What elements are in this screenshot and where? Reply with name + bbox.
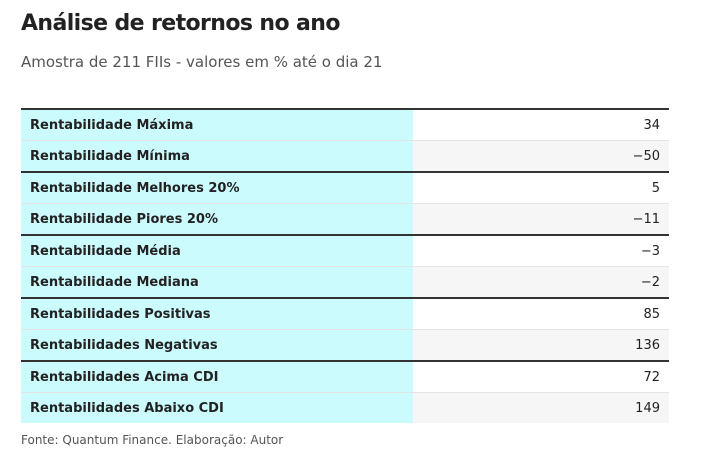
row-value: 85 [643, 306, 660, 322]
row-value: 136 [413, 330, 669, 360]
row-label: Rentabilidade Mínima [21, 141, 413, 171]
row-label: Rentabilidades Acima CDI [21, 362, 413, 392]
table-row: Rentabilidade Média −3 [21, 236, 669, 267]
row-value: −2 [413, 267, 669, 297]
table-row: Rentabilidade Mínima −50 [21, 141, 669, 173]
row-label: Rentabilidade Piores 20% [21, 204, 413, 234]
table-row: Rentabilidades Positivas 85 [21, 299, 669, 330]
table-row: Rentabilidade Máxima 34 [21, 110, 669, 141]
row-value: 5 [651, 180, 660, 196]
row-label: Rentabilidade Média [21, 236, 413, 266]
table-row: Rentabilidade Mediana −2 [21, 267, 669, 299]
row-value: −11 [413, 204, 669, 234]
chart-title: Análise de retornos no ano [21, 11, 340, 36]
row-value: 72 [643, 369, 660, 385]
returns-table: Rentabilidade Máxima 34 Rentabilidade Mí… [21, 108, 669, 423]
table-row: Rentabilidade Piores 20% −11 [21, 204, 669, 236]
chart-subtitle: Amostra de 211 FIIs - valores em % até o… [21, 53, 383, 71]
row-label: Rentabilidades Negativas [21, 330, 413, 360]
row-value: −3 [640, 243, 660, 259]
source-note: Fonte: Quantum Finance. Elaboração: Auto… [21, 433, 284, 447]
row-value: 149 [413, 393, 669, 423]
table-row: Rentabilidade Melhores 20% 5 [21, 173, 669, 204]
table-row: Rentabilidades Negativas 136 [21, 330, 669, 362]
table-row: Rentabilidades Abaixo CDI 149 [21, 393, 669, 423]
row-label: Rentabilidades Abaixo CDI [21, 393, 413, 423]
row-label: Rentabilidade Mediana [21, 267, 413, 297]
row-label: Rentabilidades Positivas [21, 299, 413, 329]
row-value: −50 [413, 141, 669, 171]
row-value: 34 [643, 117, 660, 133]
row-label: Rentabilidade Máxima [21, 110, 413, 140]
table-row: Rentabilidades Acima CDI 72 [21, 362, 669, 393]
row-label: Rentabilidade Melhores 20% [21, 173, 413, 203]
